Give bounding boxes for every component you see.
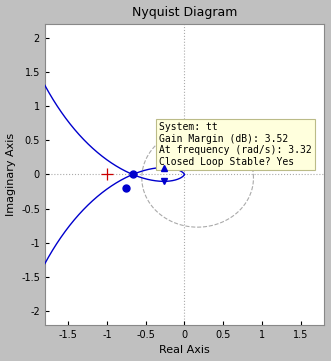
Text: System: tt
Gain Margin (dB): 3.52
At frequency (rad/s): 3.32
Closed Loop Stable?: System: tt Gain Margin (dB): 3.52 At fre…	[159, 122, 312, 167]
X-axis label: Real Axis: Real Axis	[159, 345, 210, 356]
Y-axis label: Imaginary Axis: Imaginary Axis	[6, 133, 16, 216]
Title: Nyquist Diagram: Nyquist Diagram	[132, 5, 237, 18]
